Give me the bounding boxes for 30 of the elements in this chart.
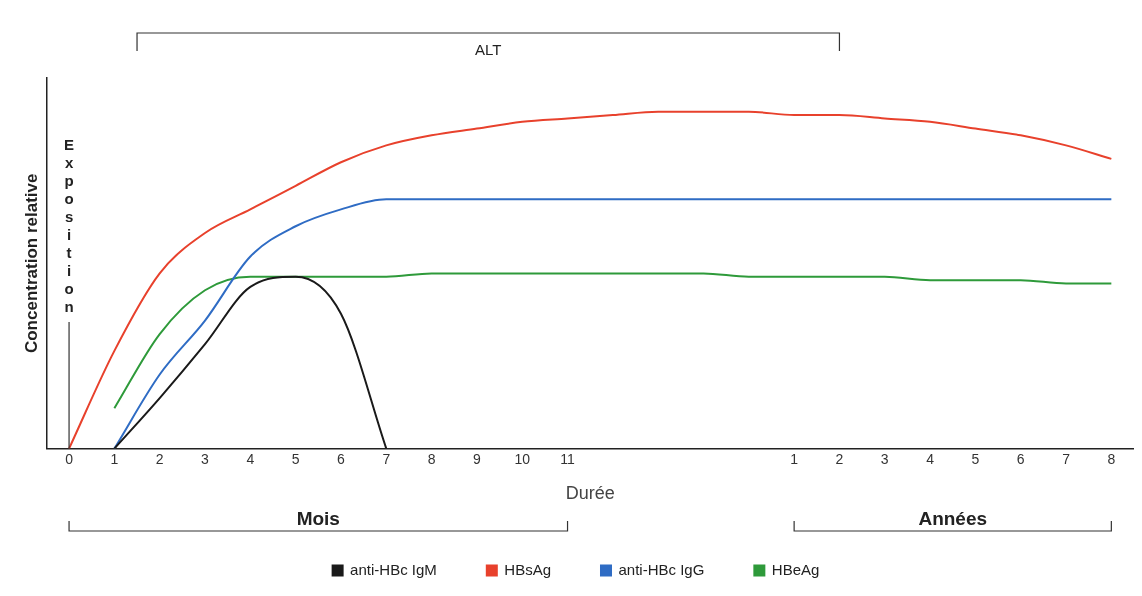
x-tick-label: 11 xyxy=(560,450,576,467)
x-tick-label: 4 xyxy=(246,450,255,467)
x-tick-label: 8 xyxy=(1107,450,1116,467)
x-tick-label: 7 xyxy=(382,450,391,467)
x-tick-label: 5 xyxy=(971,450,980,467)
x-tick-label: 9 xyxy=(473,450,482,467)
y-axis-title: Concentration relative xyxy=(21,173,41,354)
text: Exposition xyxy=(64,135,75,315)
x-tick-label: 2 xyxy=(155,450,164,467)
legend-label: anti-HBc IgM xyxy=(350,560,437,578)
x-tick-label: 1 xyxy=(790,450,799,467)
x-tick-label: 10 xyxy=(514,450,531,467)
x-tick-label: 2 xyxy=(835,450,844,467)
x-tick-label: 5 xyxy=(291,450,300,467)
text: Années xyxy=(918,507,988,529)
x-tick-label: 6 xyxy=(337,450,346,467)
legend-label: HBeAg xyxy=(771,560,820,578)
x-tick-label: 4 xyxy=(926,450,935,467)
x-tick-label: 3 xyxy=(880,450,889,467)
text: ALT xyxy=(475,41,502,59)
legend-label: HBsAg xyxy=(504,560,551,578)
x-tick-label: 8 xyxy=(427,450,436,467)
x-tick-label: 7 xyxy=(1062,450,1071,467)
legend-label: anti-HBc IgG xyxy=(618,560,705,578)
x-tick-label: 3 xyxy=(201,450,210,467)
x-tick-label: 6 xyxy=(1016,450,1025,467)
x-tick-label: 1 xyxy=(110,450,119,467)
x-tick-label: 0 xyxy=(65,450,74,467)
text: Mois xyxy=(296,507,340,529)
x-axis-title: Durée xyxy=(565,483,615,504)
